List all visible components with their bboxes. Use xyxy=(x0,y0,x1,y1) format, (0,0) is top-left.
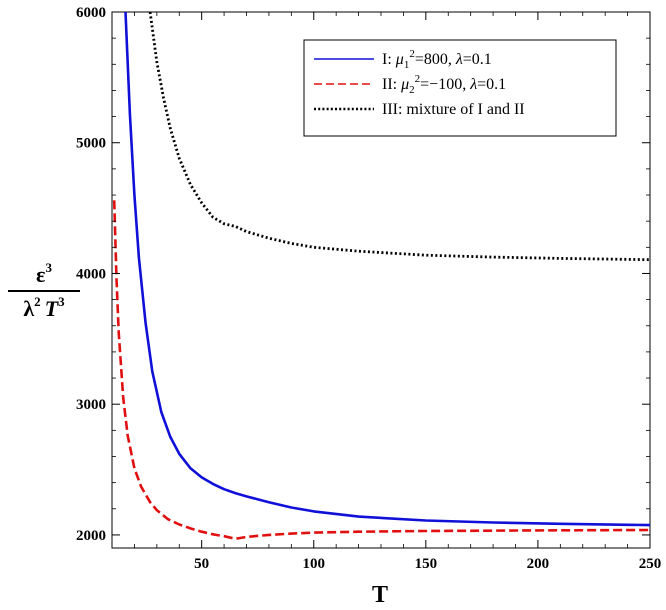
series-line-2 xyxy=(112,200,650,541)
legend-label-3: III: mixture of I and II xyxy=(382,101,525,118)
legend-label-1: I: μ12=800, λ=0.1 xyxy=(382,48,492,71)
y-title-T: T xyxy=(45,296,60,321)
legend-box xyxy=(303,39,617,137)
x-tick-label: 250 xyxy=(639,556,662,572)
y-title-numerator-exp: 3 xyxy=(45,260,52,275)
x-tick-label: 100 xyxy=(303,556,326,572)
y-tick-label: 4000 xyxy=(76,266,106,282)
y-title-T-exp: 3 xyxy=(58,294,65,309)
y-title-lambda-exp: 2 xyxy=(34,294,41,309)
y-tick-label: 2000 xyxy=(76,528,106,544)
y-title-lambda: λ xyxy=(23,296,34,321)
y-axis-title: ε3 λ2 T3 xyxy=(8,260,80,321)
x-axis-title: T xyxy=(372,582,388,608)
series-line-1 xyxy=(124,12,650,527)
series-line-3 xyxy=(148,12,650,262)
x-tick-label: 150 xyxy=(415,556,438,572)
ticks-layer: 50 100 150 200 250 2000 3000 4000 5000 6000 xyxy=(76,5,661,572)
y-title-numerator: ε xyxy=(36,262,45,287)
legend-label-2: II: μ22=−100, λ=0.1 xyxy=(382,73,506,96)
legend: I: μ12=800, λ=0.1II: μ22=−100, λ=0.1 III:… xyxy=(303,39,617,137)
svg-text:ε3: ε3 xyxy=(36,260,52,287)
y-tick-label: 5000 xyxy=(76,136,106,152)
y-tick-label: 6000 xyxy=(76,5,106,21)
x-tick-label: 50 xyxy=(194,556,209,572)
series-layer xyxy=(112,12,650,541)
y-tick-label: 3000 xyxy=(76,397,106,413)
x-tick-label: 200 xyxy=(527,556,550,572)
